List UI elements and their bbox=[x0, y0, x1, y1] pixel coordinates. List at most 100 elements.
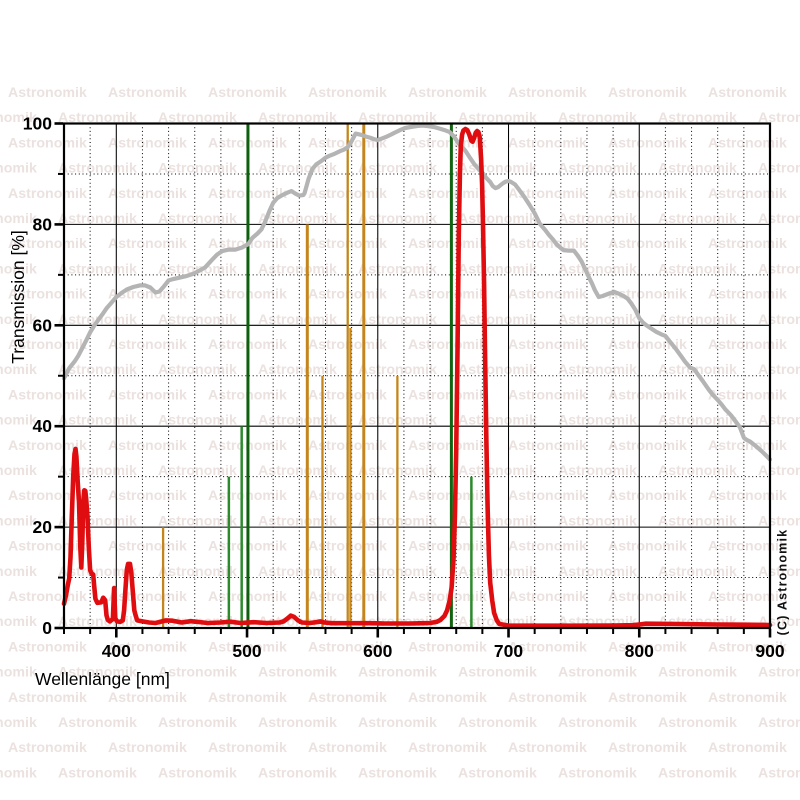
watermark-text: Astronomik bbox=[458, 110, 537, 126]
watermark-text: Astronomik bbox=[58, 161, 137, 177]
watermark-text: Astronomik bbox=[8, 690, 87, 706]
watermark-text: Astronomik bbox=[708, 135, 787, 151]
y-tick-label: 100 bbox=[23, 114, 52, 134]
watermark-text: Astronomik bbox=[458, 161, 537, 177]
axis-labels-layer: Transmission [%] Wellenlänge [nm] (C) As… bbox=[8, 114, 790, 690]
watermark-text: Astronomik bbox=[508, 85, 587, 101]
watermark-text: Astronomik bbox=[758, 715, 800, 731]
watermark-text: Astronomik bbox=[308, 85, 387, 101]
watermark-text: Astronomik bbox=[58, 413, 137, 429]
watermark-text: Astronomik bbox=[508, 488, 587, 504]
watermark-text: Astronomik bbox=[8, 337, 87, 353]
watermark-text: Astronomik bbox=[158, 161, 237, 177]
watermark-text: Astronomik bbox=[408, 135, 487, 151]
watermark-text: Astronomik bbox=[708, 488, 787, 504]
watermark-text: Astronomik bbox=[508, 387, 587, 403]
watermark-text: Astronomik bbox=[408, 740, 487, 756]
watermark-text: Astronomik bbox=[658, 413, 737, 429]
watermark-text: Astronomik bbox=[608, 387, 687, 403]
watermark-text: Astronomik bbox=[108, 740, 187, 756]
watermark-text: Astronomik bbox=[208, 639, 287, 655]
watermark-text: Astronomik bbox=[208, 690, 287, 706]
watermark-text: Astronomik bbox=[608, 639, 687, 655]
watermark-text: Astronomik bbox=[558, 211, 637, 227]
watermark-text: Astronomik bbox=[708, 539, 787, 555]
watermark-text: Astronomik bbox=[8, 236, 87, 252]
watermark-text: Astronomik bbox=[508, 589, 587, 605]
watermark-text: Astronomik bbox=[0, 513, 37, 529]
watermark-text: Astronomik bbox=[458, 211, 537, 227]
watermark-text: Astronomik bbox=[658, 261, 737, 277]
watermark-text: Astronomik bbox=[158, 513, 237, 529]
watermark-text: Astronomik bbox=[658, 463, 737, 479]
watermark-text: Astronomik bbox=[658, 564, 737, 580]
watermark-text: Astronomik bbox=[108, 438, 187, 454]
watermark-text: Astronomik bbox=[458, 765, 537, 781]
watermark-text: Astronomik bbox=[8, 438, 87, 454]
watermark-text: Astronomik bbox=[408, 337, 487, 353]
watermark-text: Astronomik bbox=[508, 438, 587, 454]
watermark-text: Astronomik bbox=[0, 614, 37, 630]
watermark-text: Astronomik bbox=[758, 211, 800, 227]
watermark-text: Astronomik bbox=[358, 765, 437, 781]
watermark-text: Astronomik bbox=[758, 564, 800, 580]
watermark-text: Astronomik bbox=[108, 135, 187, 151]
watermark-text: Astronomik bbox=[158, 211, 237, 227]
watermark-text: Astronomik bbox=[408, 387, 487, 403]
watermark-text: Astronomik bbox=[58, 362, 137, 378]
watermark-text: Astronomik bbox=[0, 161, 37, 177]
watermark-text: Astronomik bbox=[608, 589, 687, 605]
ccd-sensitivity-curve bbox=[61, 123, 773, 462]
watermark-text: Astronomik bbox=[408, 539, 487, 555]
watermark-text: Astronomik bbox=[608, 438, 687, 454]
watermark-text: Astronomik bbox=[108, 589, 187, 605]
watermark-text: Astronomik bbox=[608, 539, 687, 555]
plot-frame-layer bbox=[54, 122, 772, 638]
watermark-text: Astronomik bbox=[108, 236, 187, 252]
watermark-text: Astronomik bbox=[758, 413, 800, 429]
watermark-text: Astronomik bbox=[358, 715, 437, 731]
watermark-text: Astronomik bbox=[8, 387, 87, 403]
watermark-text: Astronomik bbox=[258, 110, 337, 126]
watermark-text: Astronomik bbox=[658, 211, 737, 227]
watermark-text: Astronomik bbox=[608, 740, 687, 756]
watermark-text: Astronomik bbox=[458, 715, 537, 731]
watermark-text: Astronomik bbox=[758, 362, 800, 378]
y-axis-title: Transmission [%] bbox=[8, 230, 28, 364]
watermark-text: Astronomik bbox=[508, 690, 587, 706]
watermark-text: Astronomik bbox=[458, 513, 537, 529]
watermark-text: Astronomik bbox=[608, 488, 687, 504]
watermark-text: Astronomik bbox=[408, 690, 487, 706]
watermark-text: Astronomik bbox=[408, 589, 487, 605]
watermark-text: Astronomik bbox=[0, 665, 37, 681]
watermark-text: Astronomik bbox=[458, 312, 537, 328]
watermark-text: Astronomik bbox=[108, 387, 187, 403]
watermark-text: Astronomik bbox=[0, 564, 37, 580]
watermark-text: Astronomik bbox=[758, 312, 800, 328]
watermark-text: Astronomik bbox=[458, 413, 537, 429]
watermark-text: Astronomik bbox=[758, 261, 800, 277]
plot-border bbox=[62, 122, 772, 630]
watermark-text: Astronomik bbox=[408, 186, 487, 202]
watermark-text: Astronomik bbox=[508, 740, 587, 756]
x-axis-title: Wellenlänge [nm] bbox=[35, 669, 170, 689]
watermark-text: Astronomik bbox=[558, 261, 637, 277]
watermark-text: Astronomik bbox=[158, 665, 237, 681]
x-tick-label: 500 bbox=[232, 641, 261, 661]
watermark-text: Astronomik bbox=[8, 287, 87, 303]
watermark-text: Astronomik bbox=[758, 665, 800, 681]
watermark-text: Astronomik bbox=[558, 110, 637, 126]
watermark-text: Astronomik bbox=[708, 287, 787, 303]
watermark-text: Astronomik bbox=[158, 413, 237, 429]
watermark-text: Astronomik bbox=[258, 715, 337, 731]
watermark-text: Astronomik bbox=[0, 765, 37, 781]
watermark-text: Astronomik bbox=[8, 85, 87, 101]
watermark-text: Astronomik bbox=[508, 639, 587, 655]
watermark-text: Astronomik bbox=[158, 362, 237, 378]
watermark-text: Astronomik bbox=[708, 387, 787, 403]
watermark-text: Astronomik bbox=[658, 765, 737, 781]
watermark-text: Astronomik bbox=[458, 463, 537, 479]
y-tick-label: 20 bbox=[33, 517, 53, 537]
watermark-text: Astronomik bbox=[8, 539, 87, 555]
watermark-text: Astronomik bbox=[58, 665, 137, 681]
